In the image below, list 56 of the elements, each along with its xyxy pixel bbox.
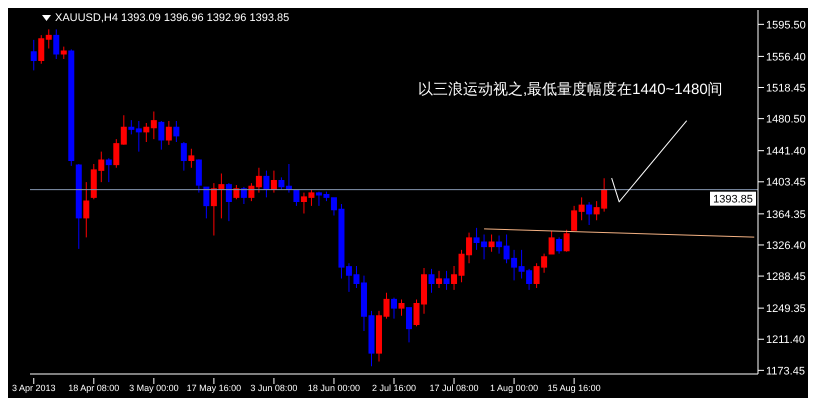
- y-tick-label: 1249.35: [766, 303, 806, 316]
- candlestick: [556, 236, 562, 254]
- candlestick: [203, 186, 210, 219]
- x-tick-label: 18 Apr 08:00: [68, 383, 120, 393]
- x-tick-label: 3 Apr 2013: [12, 383, 56, 393]
- x-tick-label: 1 Aug 00:00: [490, 383, 538, 393]
- candlestick: [428, 268, 435, 294]
- candlestick: [188, 148, 194, 168]
- candlestick: [173, 120, 180, 142]
- y-tick-label: 1326.40: [766, 240, 806, 252]
- candlestick: [406, 306, 412, 343]
- candlestick: [60, 46, 67, 60]
- chart-title: XAUUSD,H4 1393.09 1396.96 1392.96 1393.85: [55, 12, 290, 24]
- candlestick: [166, 120, 172, 146]
- y-tick-label: 1364.35: [766, 208, 806, 221]
- candlestick: [83, 182, 90, 238]
- y-tick-label: 1288.45: [766, 270, 806, 283]
- candlestick: [436, 270, 442, 288]
- y-tick-label: 1556.40: [766, 51, 806, 64]
- ref-line-label: 1393.85: [713, 194, 753, 206]
- candlestick: [263, 170, 270, 198]
- candlestick: [391, 297, 397, 320]
- y-tick-label: 1403.45: [766, 176, 806, 189]
- x-tick-label: 17 Jul 08:00: [430, 383, 479, 393]
- x-tick-label: 17 May 16:00: [186, 383, 242, 393]
- candlestick: [270, 170, 277, 194]
- candlestick: [53, 28, 60, 60]
- y-tick-label: 1173.45: [766, 365, 805, 378]
- annotation: 以三浪运动视之,最低量度幅度在1440~1480间: [418, 80, 723, 99]
- candlestick: [68, 48, 74, 166]
- y-tick-label: 1441.40: [766, 146, 806, 158]
- candlestick: [196, 158, 202, 194]
- candlestick: [226, 182, 232, 222]
- candlestick: [30, 39, 37, 71]
- x-tick-label: 18 Jun 00:00: [308, 383, 360, 393]
- candlestick: [488, 234, 495, 252]
- candlestick: [398, 298, 405, 316]
- candlestick: [444, 270, 450, 290]
- y-tick-label: 1595.50: [766, 19, 806, 32]
- x-tick-label: 15 Aug 16:00: [548, 383, 601, 393]
- x-tick-label: 2 Jul 16:00: [372, 383, 416, 393]
- candlestick: [293, 189, 300, 206]
- candlestick: [240, 186, 247, 205]
- y-tick-label: 1518.45: [766, 82, 806, 94]
- y-tick-label: 1480.50: [766, 114, 806, 126]
- candlestick: [180, 141, 187, 172]
- candlestick: [76, 163, 82, 250]
- x-tick-label: 3 May 00:00: [129, 383, 179, 393]
- candlestick: [586, 202, 592, 226]
- candlestick: [548, 230, 555, 254]
- candlestick: [106, 158, 112, 183]
- x-tick-label: 3 Jun 08:00: [250, 383, 298, 393]
- candlestick: [158, 120, 164, 150]
- candlestick: [233, 184, 240, 200]
- y-tick-label: 1211.40: [766, 334, 805, 346]
- candlestick: [564, 229, 570, 252]
